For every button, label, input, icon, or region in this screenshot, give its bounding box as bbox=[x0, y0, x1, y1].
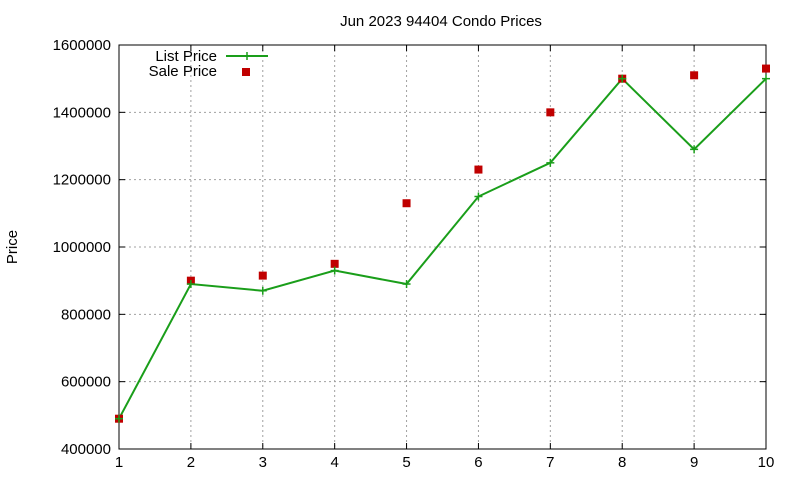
x-tick-label: 8 bbox=[618, 454, 626, 471]
list-price-point bbox=[474, 192, 483, 201]
list-price-point bbox=[402, 280, 411, 289]
x-tick-label: 4 bbox=[330, 454, 338, 471]
x-tick-label: 1 bbox=[115, 454, 123, 471]
list-price-line bbox=[118, 77, 767, 420]
y-tick-label: 800000 bbox=[61, 306, 111, 323]
list-price-point bbox=[258, 286, 267, 295]
x-tick-label: 2 bbox=[187, 454, 195, 471]
list-price-point bbox=[762, 74, 770, 83]
sale-price-point bbox=[258, 271, 267, 280]
list-price-point bbox=[186, 280, 195, 289]
legend-marker-list-price bbox=[243, 52, 251, 60]
legend-label-sale-price: Sale Price bbox=[149, 63, 217, 80]
x-tick-label: 9 bbox=[690, 454, 698, 471]
legend-swatch-sale-price bbox=[242, 68, 250, 76]
y-tick-label: 1400000 bbox=[53, 104, 111, 121]
y-tick-label: 1600000 bbox=[53, 37, 111, 54]
sale-price-point bbox=[402, 199, 411, 208]
sale-price-point bbox=[546, 108, 555, 117]
list-price-point bbox=[115, 414, 123, 423]
y-tick-label: 400000 bbox=[61, 441, 111, 458]
list-price-point bbox=[618, 74, 627, 83]
x-tick-label: 3 bbox=[259, 454, 267, 471]
sale-price-point bbox=[330, 259, 339, 268]
list-price-point bbox=[330, 266, 339, 275]
list-price-point bbox=[690, 145, 699, 154]
legend-label-list-price: List Price bbox=[155, 48, 217, 65]
y-axis-label: Price bbox=[4, 230, 21, 264]
chart-title: Jun 2023 94404 Condo Prices bbox=[340, 13, 542, 30]
x-tick-label: 6 bbox=[474, 454, 482, 471]
x-tick-label: 10 bbox=[758, 454, 775, 471]
plot-frame bbox=[118, 44, 767, 450]
sale-price-point bbox=[762, 64, 770, 73]
x-tick-label: 7 bbox=[546, 454, 554, 471]
y-tick-label: 1000000 bbox=[53, 239, 111, 256]
sale-price-point bbox=[690, 71, 699, 80]
x-tick-label: 5 bbox=[402, 454, 410, 471]
y-tick-label: 600000 bbox=[61, 374, 111, 391]
sale-price-point bbox=[474, 165, 483, 174]
grid-lines bbox=[119, 45, 766, 449]
series-layer bbox=[115, 64, 770, 423]
list-price-point bbox=[546, 158, 555, 167]
axes: 400000 600000 800000 1000000 1200000 1400000 1… bbox=[53, 37, 775, 471]
y-tick-label: 1200000 bbox=[53, 172, 111, 189]
